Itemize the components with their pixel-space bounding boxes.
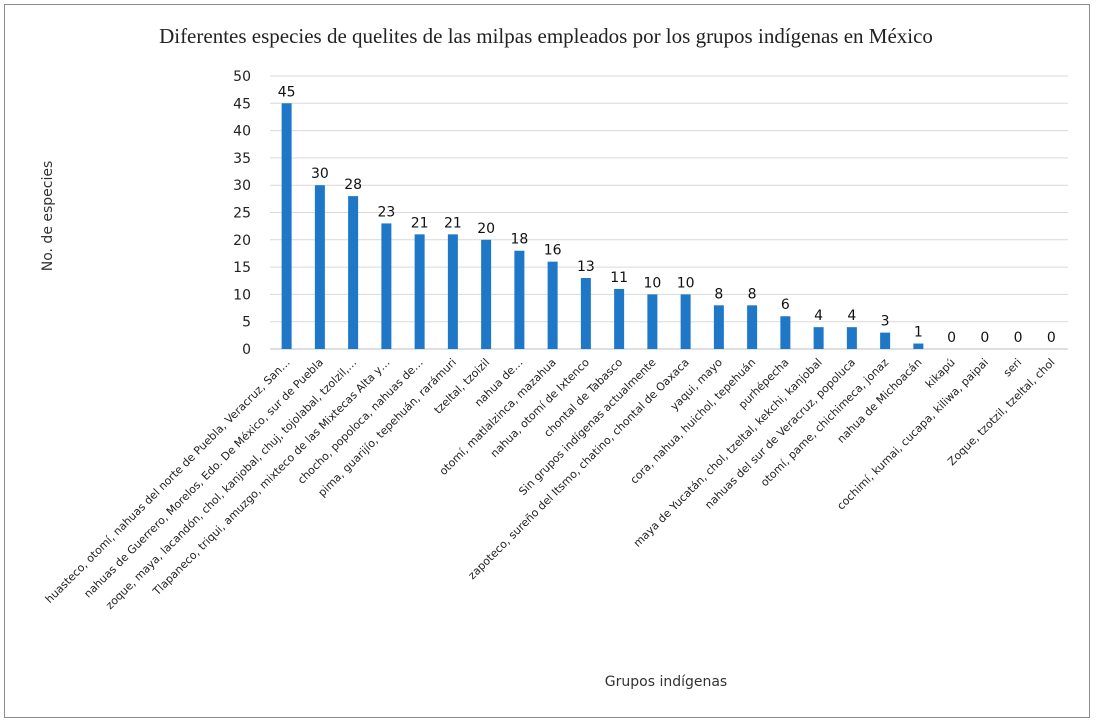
data-label: 0	[947, 330, 956, 346]
data-label: 11	[610, 270, 628, 286]
bar	[846, 327, 857, 349]
x-axis-title: Grupos indígenas	[605, 674, 727, 690]
data-label: 8	[714, 286, 723, 302]
y-axis-title: No. de especies	[40, 161, 56, 272]
bar	[348, 196, 359, 349]
bar	[780, 316, 791, 349]
bar	[547, 261, 558, 349]
y-tick-label: 30	[233, 178, 251, 194]
bar	[813, 327, 824, 349]
y-tick-label: 40	[233, 124, 251, 140]
bar	[314, 185, 325, 349]
y-tick-label: 5	[242, 315, 251, 331]
y-axis-ticks: 0 5 10 15 20 25 30 35 40 45 50	[233, 69, 251, 358]
bar	[414, 234, 425, 349]
data-label: 21	[411, 215, 429, 231]
y-tick-label: 0	[242, 342, 251, 358]
x-tick-label: Zoque, tzotzil, tzeltal, chol	[945, 356, 1057, 468]
data-label: 23	[377, 204, 395, 220]
y-tick-label: 20	[233, 233, 251, 249]
y-tick-label: 10	[233, 287, 251, 303]
bar	[580, 278, 591, 349]
data-label: 0	[1047, 330, 1056, 346]
data-label: 3	[881, 314, 890, 330]
data-label: 6	[781, 297, 790, 313]
data-label: 18	[510, 232, 528, 248]
chart-frame	[4, 4, 1090, 718]
x-tick-label: huasteco, otomí, nahuas del norte de Pue…	[43, 356, 293, 606]
x-tick-label: seri	[1001, 356, 1024, 379]
bar	[381, 223, 392, 349]
data-label: 21	[444, 215, 462, 231]
data-label: 0	[980, 330, 989, 346]
data-label: 16	[544, 243, 562, 259]
bar	[880, 332, 891, 349]
bar	[680, 294, 691, 349]
bar	[913, 343, 924, 349]
data-label: 8	[748, 286, 757, 302]
y-tick-label: 35	[233, 151, 251, 167]
data-label: 1	[914, 325, 923, 341]
x-axis-ticks: huasteco, otomí, nahuas del norte de Pue…	[43, 356, 1058, 612]
bar	[614, 288, 625, 349]
data-label: 0	[1014, 330, 1023, 346]
x-tick-label: nahuas de Guerrero, Morelos, Edo. De Méx…	[81, 356, 326, 601]
data-label: 10	[643, 275, 661, 291]
bar	[281, 103, 292, 349]
chart-title: Diferentes especies de quelites de las m…	[159, 24, 933, 48]
bar	[647, 294, 658, 349]
data-label: 30	[311, 166, 329, 182]
data-label: 10	[677, 275, 695, 291]
y-tick-label: 45	[233, 96, 251, 112]
data-label: 45	[278, 84, 296, 100]
bar	[481, 239, 492, 349]
y-tick-label: 50	[233, 69, 251, 85]
bar	[747, 305, 758, 349]
data-label: 13	[577, 259, 595, 275]
data-label: 28	[344, 177, 362, 193]
bar	[713, 305, 724, 349]
bar	[514, 250, 525, 349]
grid-lines	[270, 75, 1068, 350]
bars	[281, 103, 924, 349]
x-tick-label: Tlapaneco, triqui, amuzgo, mixteco de la…	[150, 356, 393, 599]
bar	[447, 234, 458, 349]
y-tick-label: 25	[233, 206, 251, 222]
y-tick-label: 15	[233, 260, 251, 276]
data-label: 4	[847, 308, 856, 324]
data-label: 4	[814, 308, 823, 324]
data-label: 20	[477, 221, 495, 237]
